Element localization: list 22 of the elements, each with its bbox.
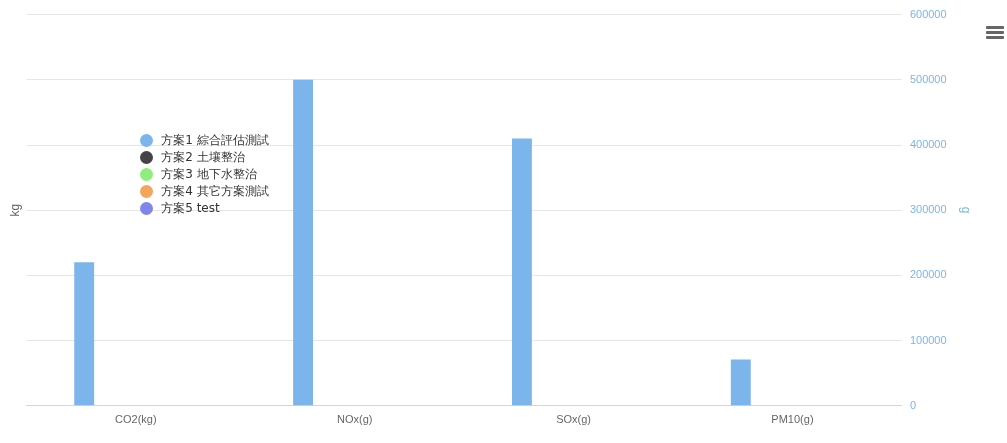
legend-label: 方案2 土壤整治 [161,148,245,166]
legend-label: 方案4 其它方案測試 [161,182,269,200]
x-tick-label: NOx(g) [336,413,373,426]
y2-tick-label: 0 [909,398,917,411]
y2-axis-title: g [959,206,974,214]
y2-tick-label: 300000 [909,203,947,216]
bar [730,359,751,406]
y2-tick-label: 600000 [909,7,947,20]
y2-tick-label: 400000 [909,138,947,151]
x-tick-label: PM10(g) [771,413,814,426]
legend-label: 方案1 綜合評估測試 [161,131,269,149]
x-tick-label: SOx(g) [556,413,592,426]
bar [511,138,532,406]
x-tick-label: CO2(kg) [115,413,157,426]
y2-tick-label: 100000 [909,333,947,346]
bar [293,79,313,406]
bar [74,262,95,406]
y2-tick-label: 500000 [909,72,947,85]
legend-label: 方案3 地下水整治 [161,165,257,183]
y2-tick-label: 200000 [909,268,947,281]
y-axis-title: kg [7,203,22,217]
legend-label: 方案5 test [161,199,220,217]
